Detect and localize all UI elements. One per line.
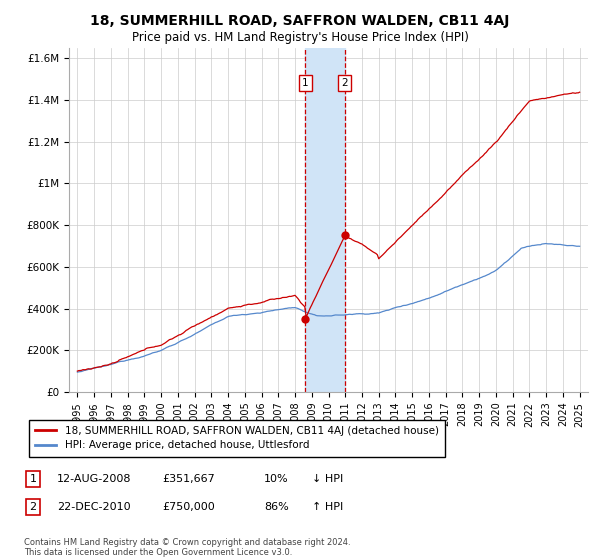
Text: £351,667: £351,667 — [162, 474, 215, 484]
Text: £750,000: £750,000 — [162, 502, 215, 512]
Text: 1: 1 — [302, 78, 309, 88]
Text: ↓ HPI: ↓ HPI — [312, 474, 343, 484]
Text: 2: 2 — [29, 502, 37, 512]
Text: Price paid vs. HM Land Registry's House Price Index (HPI): Price paid vs. HM Land Registry's House … — [131, 31, 469, 44]
Bar — [305, 48, 345, 392]
Text: 1: 1 — [29, 474, 37, 484]
Legend: 18, SUMMERHILL ROAD, SAFFRON WALDEN, CB11 4AJ (detached house), HPI: Average pri: 18, SUMMERHILL ROAD, SAFFRON WALDEN, CB1… — [29, 420, 445, 456]
Text: 22-DEC-2010: 22-DEC-2010 — [57, 502, 131, 512]
Text: 10%: 10% — [264, 474, 289, 484]
Text: ↑ HPI: ↑ HPI — [312, 502, 343, 512]
Text: Contains HM Land Registry data © Crown copyright and database right 2024.
This d: Contains HM Land Registry data © Crown c… — [24, 538, 350, 557]
Text: 2: 2 — [341, 78, 348, 88]
Text: 18, SUMMERHILL ROAD, SAFFRON WALDEN, CB11 4AJ: 18, SUMMERHILL ROAD, SAFFRON WALDEN, CB1… — [91, 14, 509, 28]
Text: 12-AUG-2008: 12-AUG-2008 — [57, 474, 131, 484]
Text: 86%: 86% — [264, 502, 289, 512]
